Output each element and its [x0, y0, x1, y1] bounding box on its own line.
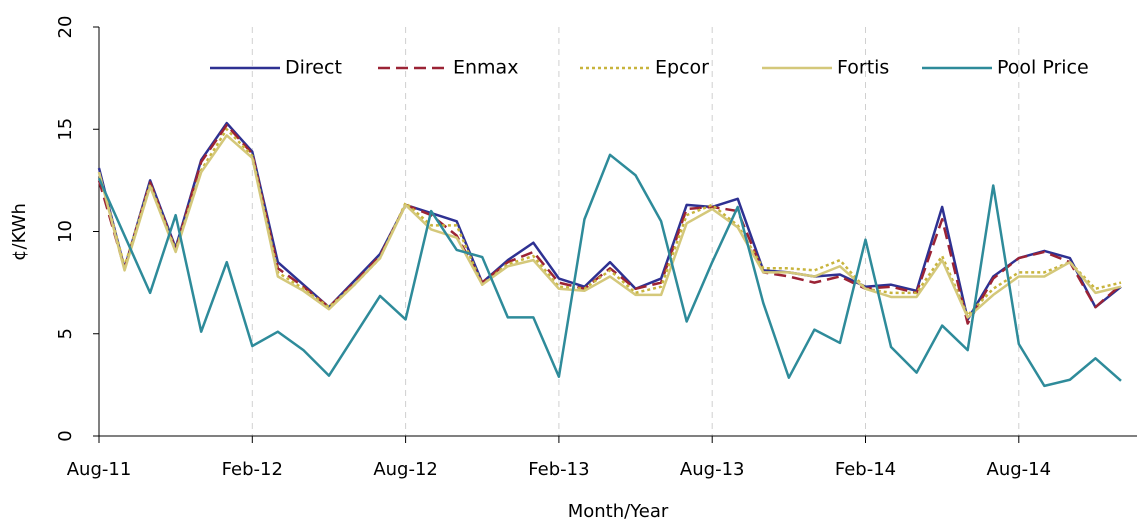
legend-label: Pool Price	[997, 57, 1089, 79]
legend-label: Enmax	[453, 57, 518, 79]
x-tick-label: Aug-11	[67, 459, 132, 480]
series-line	[97, 128, 1122, 317]
y-tick-label: 20	[55, 16, 76, 39]
y-tick-label: 10	[55, 220, 76, 243]
series-line	[97, 134, 1122, 319]
x-tick-label: Aug-12	[373, 459, 438, 480]
y-tick-label: 15	[55, 118, 76, 141]
series-line	[97, 153, 1122, 388]
legend-label: Epcor	[655, 57, 709, 79]
x-axis-title: Month/Year	[568, 501, 669, 522]
y-tick-label: 5	[55, 328, 76, 339]
x-tick-label: Aug-14	[987, 459, 1052, 480]
x-tick-label: Feb-12	[222, 459, 283, 480]
x-tick-label: Feb-13	[528, 459, 589, 480]
y-axis-title: ¢/KWh	[9, 203, 30, 261]
x-tick-label: Aug-13	[680, 459, 745, 480]
legend-label: Fortis	[837, 57, 889, 79]
legend-label: Direct	[285, 57, 342, 79]
x-tick-label: Feb-14	[835, 459, 896, 480]
y-tick-label: 0	[55, 430, 76, 441]
series-line	[97, 121, 1122, 321]
